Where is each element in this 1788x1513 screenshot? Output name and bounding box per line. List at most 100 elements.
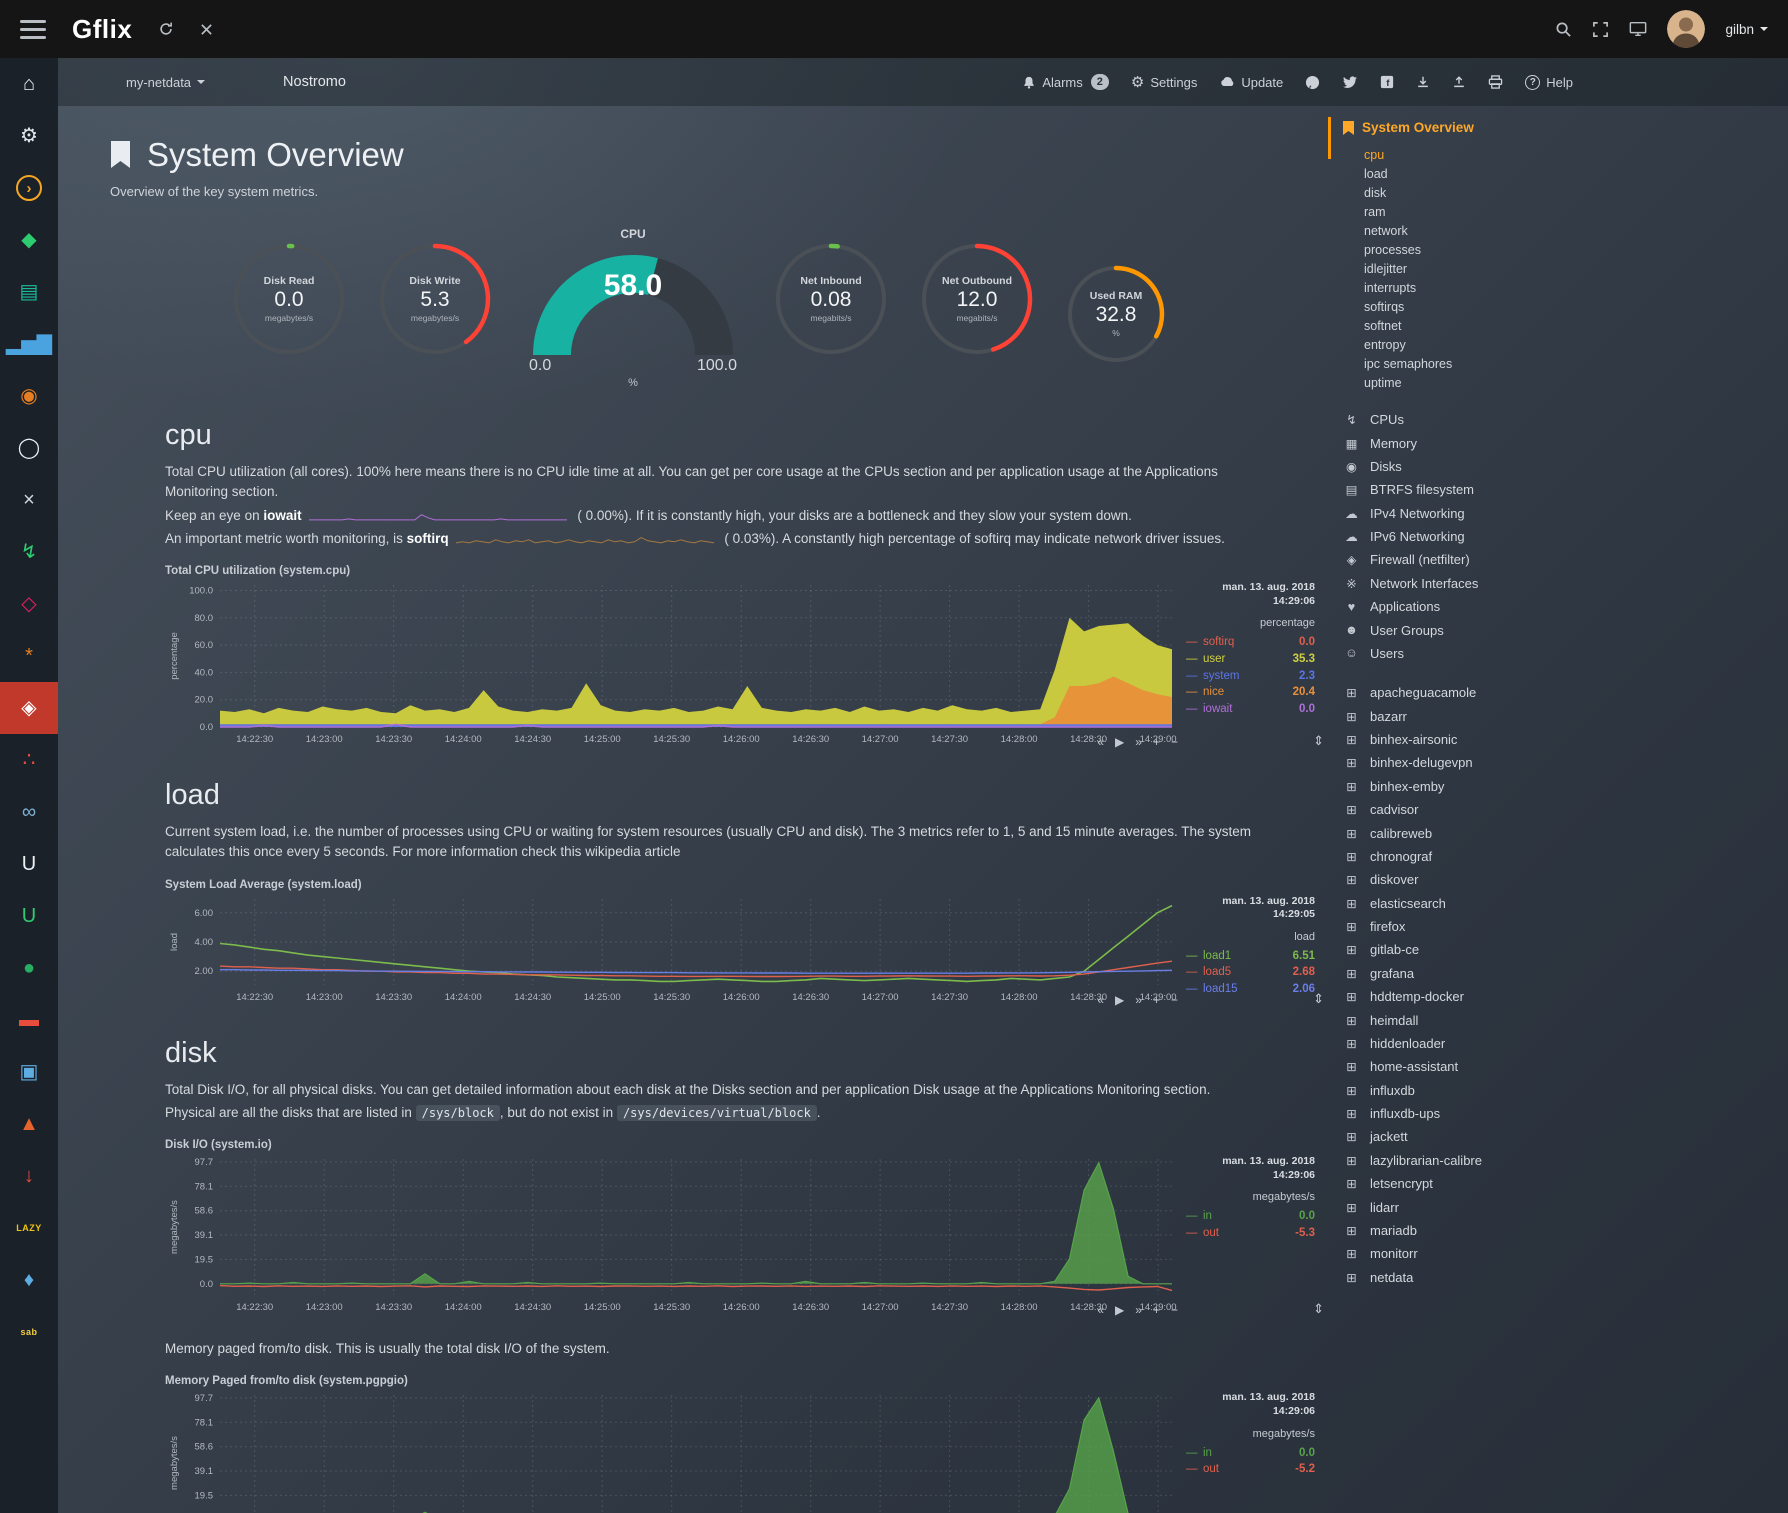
disk-plot-area[interactable]: megabytes/s 0.0 19.5 39.1 58.6 78.1 97.7 14:22:… xyxy=(165,1151,1180,1317)
submenu-ipc-semaphores[interactable]: ipc semaphores xyxy=(1364,356,1453,371)
app-shortcut-sabnzbd[interactable]: sab xyxy=(0,1306,58,1358)
app-shortcut-red-cluster-app[interactable]: ∴ xyxy=(0,734,58,786)
menu-app-binhex-airsonic[interactable]: ⊞ binhex-airsonic xyxy=(1343,728,1588,751)
chart-resize-handle[interactable]: ⇕ xyxy=(1313,733,1324,748)
app-shortcut-bookstack[interactable]: ▤ xyxy=(0,266,58,318)
menu-app-influxdb[interactable]: ⊞ influxdb xyxy=(1343,1079,1588,1102)
menu-disks[interactable]: ◉ Disks xyxy=(1343,455,1588,478)
alarms-button[interactable]: Alarms 2 xyxy=(1022,74,1109,90)
submenu-processes[interactable]: processes xyxy=(1364,242,1421,257)
mem-plot-area[interactable]: megabytes/s0.019.539.158.678.197.714:22:… xyxy=(165,1387,1180,1513)
legend-in[interactable]: — in 0.0 xyxy=(1186,1210,1315,1223)
submenu-cpu[interactable]: cpu xyxy=(1364,147,1385,162)
menu-user-groups[interactable]: ☻ User Groups xyxy=(1344,622,1444,638)
legend-out[interactable]: — out -5.3 xyxy=(1186,1226,1315,1239)
submenu-disk[interactable]: disk xyxy=(1364,185,1387,200)
submenu-idlejitter[interactable]: idlejitter xyxy=(1364,261,1408,276)
gauge-cpu[interactable]: CPU 58.0 0.0 100.0 % xyxy=(529,227,737,389)
cpu-plot-area[interactable]: percentage 0.0 20.0 40.0 60.0 80.0 100.0 14:22:… xyxy=(165,577,1180,749)
app-shortcut-airsonic[interactable]: ▂▅▇ xyxy=(0,318,58,370)
zoom-in-button[interactable]: + xyxy=(1152,992,1160,1007)
fullscreen-icon[interactable] xyxy=(1592,21,1609,38)
app-shortcut-jackett[interactable]: ◉ xyxy=(0,370,58,422)
menu-app-influxdb-ups[interactable]: ⊞ influxdb-ups xyxy=(1343,1102,1588,1125)
zoom-out-button[interactable]: − xyxy=(1170,1303,1178,1317)
submenu-uptime[interactable]: uptime xyxy=(1364,375,1402,390)
app-shortcut-owncloud[interactable]: ∞ xyxy=(0,786,58,838)
menu-app-bazarr[interactable]: ⊞ bazarr xyxy=(1343,705,1588,728)
app-shortcut-down-arrow-app[interactable]: ↓ xyxy=(0,1150,58,1202)
menu-app-hddtemp-docker[interactable]: ⊞ hddtemp-docker xyxy=(1343,985,1588,1008)
menu-app-netdata[interactable]: ⊞ netdata xyxy=(1343,1266,1588,1289)
menu-app-heimdall[interactable]: ⊞ heimdall xyxy=(1343,1008,1588,1031)
menu-system-overview[interactable]: System Overview xyxy=(1328,117,1588,159)
play-button[interactable]: ▶ xyxy=(1115,1303,1125,1317)
legend-load15[interactable]: — load15 2.06 xyxy=(1186,983,1315,996)
submenu-network[interactable]: network xyxy=(1364,223,1408,238)
menu-app-elasticsearch[interactable]: ⊞ elasticsearch xyxy=(1343,892,1588,915)
app-shortcut-blue-tile-app[interactable]: ▣ xyxy=(0,1046,58,1098)
app-shortcut-white-circle-app[interactable]: ◯ xyxy=(0,422,58,474)
update-button[interactable]: Update xyxy=(1219,75,1283,90)
pan-right-button[interactable]: » xyxy=(1135,735,1142,749)
gauge-disk-write[interactable]: Disk Write 5.3 megabytes/s xyxy=(377,241,493,357)
app-shortcut-unraid[interactable]: U xyxy=(0,838,58,890)
menu-applications[interactable]: ♥ Applications xyxy=(1343,595,1588,618)
settings-button[interactable]: ⚙ Settings xyxy=(1131,75,1197,90)
menu-users[interactable]: ☺ Users xyxy=(1343,642,1588,665)
pan-right-button[interactable]: » xyxy=(1135,992,1142,1007)
submenu-entropy[interactable]: entropy xyxy=(1364,337,1406,352)
menu-network-interfaces[interactable]: ※ Network Interfaces xyxy=(1343,572,1588,595)
play-button[interactable]: ▶ xyxy=(1115,735,1125,749)
menu-btrfs-filesystem[interactable]: ▤ BTRFS filesystem xyxy=(1343,478,1588,501)
github-button[interactable] xyxy=(1305,75,1320,90)
menu-memory[interactable]: ▦ Memory xyxy=(1343,431,1588,454)
menu-app-letsencrypt[interactable]: ⊞ letsencrypt xyxy=(1343,1172,1588,1195)
menu-app-apacheguacamole[interactable]: ⊞ apacheguacamole xyxy=(1343,681,1588,704)
menu-app-hiddenloader[interactable]: ⊞ hiddenloader xyxy=(1343,1032,1588,1055)
menu-app-lazylibrarian-calibre[interactable]: ⊞ lazylibrarian-calibre xyxy=(1343,1149,1588,1172)
menu-firewall-netfilter[interactable]: ◈ Firewall (netfilter) xyxy=(1343,548,1588,571)
menu-app-mariadb[interactable]: ⊞ mariadb xyxy=(1343,1219,1588,1242)
pan-left-button[interactable]: « xyxy=(1097,735,1105,749)
avatar[interactable] xyxy=(1667,10,1706,48)
legend-nice[interactable]: — nice 20.4 xyxy=(1186,686,1315,699)
app-shortcut-dark-x-app[interactable]: × xyxy=(0,474,58,526)
legend-load1[interactable]: — load1 6.51 xyxy=(1186,949,1315,962)
app-shortcut-orange-ring-app[interactable]: › xyxy=(0,162,58,214)
menu-app-cadvisor[interactable]: ⊞ cadvisor xyxy=(1343,798,1588,821)
legend-load5[interactable]: — load5 2.68 xyxy=(1186,966,1315,979)
menu-app-gitlab-ce[interactable]: ⊞ gitlab-ce xyxy=(1343,938,1588,961)
menu-app-firefox[interactable]: ⊞ firefox xyxy=(1343,915,1588,938)
zoom-out-button[interactable]: − xyxy=(1170,992,1178,1007)
menu-app-chronograf[interactable]: ⊞ chronograf xyxy=(1343,845,1588,868)
pan-left-button[interactable]: « xyxy=(1097,1303,1105,1317)
submenu-interrupts[interactable]: interrupts xyxy=(1364,280,1417,295)
help-button[interactable]: ? Help xyxy=(1525,74,1573,90)
chart-resize-handle[interactable]: ⇕ xyxy=(1313,990,1324,1006)
tab-close-icon[interactable] xyxy=(200,23,213,36)
zoom-in-button[interactable]: + xyxy=(1152,1303,1160,1317)
menu-app-monitorr[interactable]: ⊞ monitorr xyxy=(1343,1242,1588,1265)
facebook-button[interactable]: f xyxy=(1380,75,1394,89)
app-shortcut-pink-app[interactable]: ◇ xyxy=(0,578,58,630)
twitter-button[interactable] xyxy=(1342,75,1358,89)
zoom-out-button[interactable]: − xyxy=(1170,735,1178,749)
submenu-ram[interactable]: ram xyxy=(1364,204,1386,219)
submenu-softirqs[interactable]: softirqs xyxy=(1364,299,1405,314)
menu-app-jackett[interactable]: ⊞ jackett xyxy=(1343,1125,1588,1148)
menu-app-binhex-emby[interactable]: ⊞ binhex-emby xyxy=(1343,775,1588,798)
app-shortcut-pills-app[interactable]: ▬ xyxy=(0,994,58,1046)
app-shortcut-settings[interactable]: ⚙ xyxy=(0,110,58,162)
server-dropdown[interactable]: my-netdata xyxy=(126,75,206,90)
legend-in[interactable]: — in 0.0 xyxy=(1186,1446,1315,1459)
app-shortcut-bolt-app[interactable]: ↯ xyxy=(0,526,58,578)
legend-iowait[interactable]: — iowait 0.0 xyxy=(1186,702,1315,715)
app-shortcut-lazylibrarian[interactable]: LAZY xyxy=(0,1202,58,1254)
export-snapshot-button[interactable] xyxy=(1416,75,1430,89)
app-shortcut-gitlab[interactable]: ▲ xyxy=(0,1098,58,1150)
apps-monitor-icon[interactable] xyxy=(1629,21,1647,37)
pan-right-button[interactable]: » xyxy=(1135,1303,1142,1317)
pan-left-button[interactable]: « xyxy=(1097,992,1105,1007)
menu-ipv6-networking[interactable]: ☁ IPv6 Networking xyxy=(1343,525,1588,548)
